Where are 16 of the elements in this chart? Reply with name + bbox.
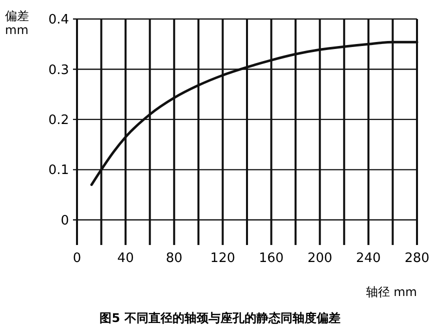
x-tick-label: 120 xyxy=(210,251,236,266)
y-tick-label: 0.2 xyxy=(48,112,69,128)
x-tick-label: 160 xyxy=(258,251,284,266)
y-tick-label: 0.4 xyxy=(48,12,69,28)
x-tick-label: 240 xyxy=(356,251,381,266)
x-tick-label: 280 xyxy=(404,251,430,266)
y-tick-label: 0.3 xyxy=(48,62,69,78)
x-tick-label: 80 xyxy=(166,251,182,266)
y-axis-title: 偏差 mm xyxy=(5,9,29,37)
x-tick-label: 200 xyxy=(307,251,332,266)
y-tick-label: 0.1 xyxy=(48,163,69,178)
y-tick-label: 0 xyxy=(60,213,69,228)
x-tick-label: 40 xyxy=(117,251,134,266)
x-tick-label: 0 xyxy=(72,251,82,266)
text: 图5 不同直径的轴颈与座孔的静态同轴度偏差 xyxy=(100,311,340,325)
x-axis-title: 轴径 mm xyxy=(366,285,417,299)
